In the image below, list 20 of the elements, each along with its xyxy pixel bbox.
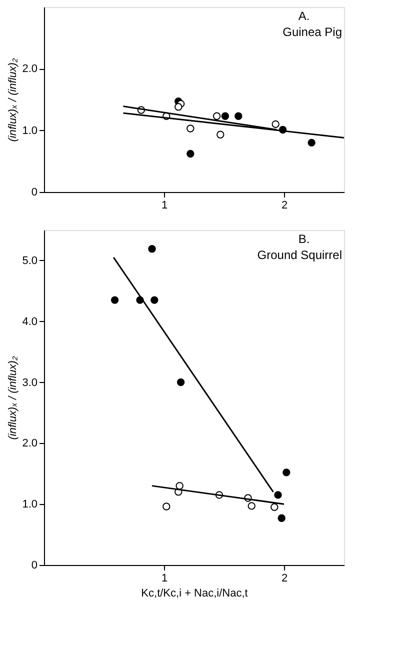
y-tick-label: 3.0 [22,376,38,389]
y-tick-label: 5.0 [22,254,38,267]
y-tick-label: 1.0 [22,124,38,137]
x-axis-title: Kc,t/Kc,i + Nac,i/Nac,t [141,588,248,600]
x-tick-label: 1 [161,572,168,584]
x-tick-label: 2 [281,200,288,212]
y-axis-title: (influx)ₓ / (influx)₂ [7,355,20,440]
x-tick-label: 1 [161,200,168,212]
y-tick-label: 1.0 [22,498,38,511]
y-tick-label: 0 [31,560,38,572]
y-axis-title: (influx)ₓ / (influx)₂ [7,57,20,142]
chart-title: B. [298,232,310,246]
text: Guinea Pig [282,25,342,39]
text: Ground Squirrel [257,248,342,262]
y-tick-label: 0 [31,186,38,198]
y-tick-label: 4.0 [22,316,38,328]
y-tick-label: 2.0 [22,438,38,450]
chart-title: A. [298,9,310,23]
x-tick-label: 2 [281,572,288,584]
y-tick-label: 2.0 [22,63,38,76]
